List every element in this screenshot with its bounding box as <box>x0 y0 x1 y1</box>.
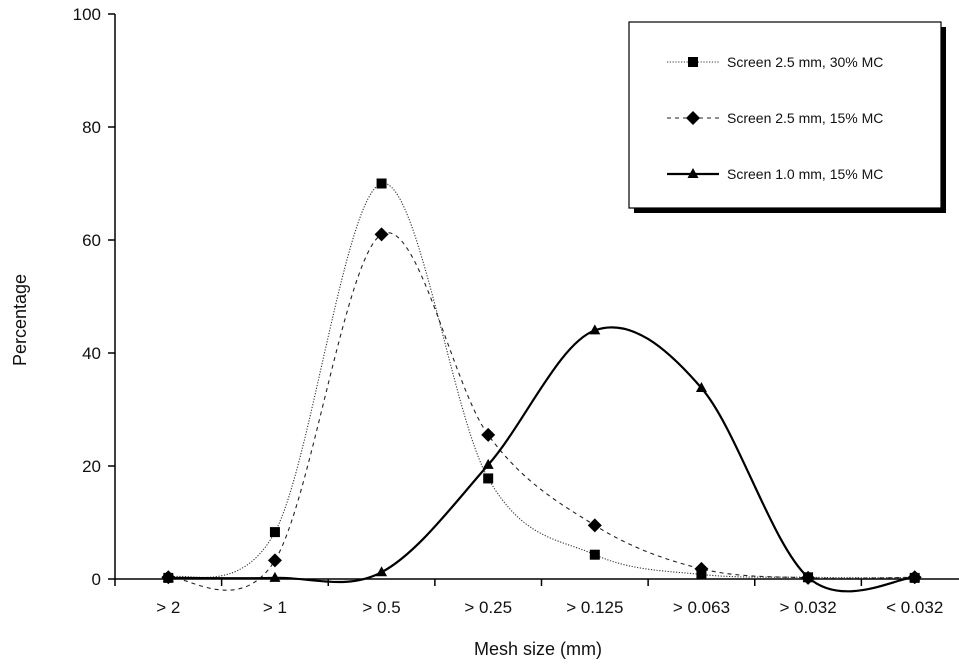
data-point-triangle <box>695 382 707 393</box>
data-point-triangle <box>802 571 814 582</box>
series-line-diamond <box>168 232 915 591</box>
series-triangle <box>162 324 921 593</box>
legend-label: Screen 1.0 mm, 15% MC <box>727 166 883 182</box>
data-point-triangle <box>269 571 281 582</box>
x-tick-label: > 0.032 <box>779 598 836 617</box>
y-tick-label: 40 <box>82 344 101 363</box>
data-point-triangle <box>909 571 921 582</box>
data-point-diamond <box>481 427 496 442</box>
x-tick-label: > 0.125 <box>566 598 623 617</box>
legend-marker-triangle <box>687 168 699 178</box>
data-point-triangle <box>589 324 601 335</box>
data-point-triangle <box>376 566 388 577</box>
series-layer <box>161 178 922 593</box>
data-point-diamond <box>267 553 282 568</box>
series-square <box>163 178 920 583</box>
x-tick-label: > 0.063 <box>673 598 730 617</box>
data-point-square <box>376 178 387 189</box>
y-tick-label: 100 <box>73 5 101 24</box>
data-point-square <box>589 549 600 560</box>
x-tick-label: > 1 <box>263 598 287 617</box>
series-line-triangle <box>168 326 915 593</box>
y-axis-title: Percentage <box>10 274 30 366</box>
data-point-triangle <box>162 571 174 582</box>
x-tick-label: > 0.5 <box>362 598 400 617</box>
y-ticks: 0 20 40 60 80 100 <box>73 5 115 589</box>
legend-box <box>628 21 942 209</box>
data-point-square <box>483 473 494 484</box>
legend: Screen 2.5 mm, 30% MC Screen 2.5 mm, 15% … <box>628 21 946 213</box>
series-line-square <box>168 182 915 579</box>
x-tick-label: > 2 <box>156 598 180 617</box>
x-tick-label: > 0.25 <box>464 598 512 617</box>
data-point-diamond <box>374 227 389 242</box>
data-point-square <box>269 527 280 538</box>
x-ticks: > 2 > 1 > 0.5 > 0.25 > 0.125 > 0.063 > 0.032 < … <box>114 579 943 617</box>
data-point-diamond <box>587 518 602 533</box>
legend-marker-square <box>688 57 698 67</box>
data-point-triangle <box>482 458 494 469</box>
legend-marker-diamond <box>686 111 700 125</box>
y-tick-label: 80 <box>82 118 101 137</box>
axes: 0 20 40 60 80 100 > 2 > 1 > 0.5 > 0.25 > 0.125 > 0… <box>73 5 959 617</box>
y-tick-label: 0 <box>92 570 101 589</box>
x-tick-label: < 0.032 <box>886 598 943 617</box>
legend-label: Screen 2.5 mm, 30% MC <box>727 54 883 70</box>
y-tick-label: 60 <box>82 231 101 250</box>
y-tick-label: 20 <box>82 457 101 476</box>
data-point-diamond <box>694 561 709 576</box>
legend-label: Screen 2.5 mm, 15% MC <box>727 110 883 126</box>
x-axis-title: Mesh size (mm) <box>474 639 602 659</box>
